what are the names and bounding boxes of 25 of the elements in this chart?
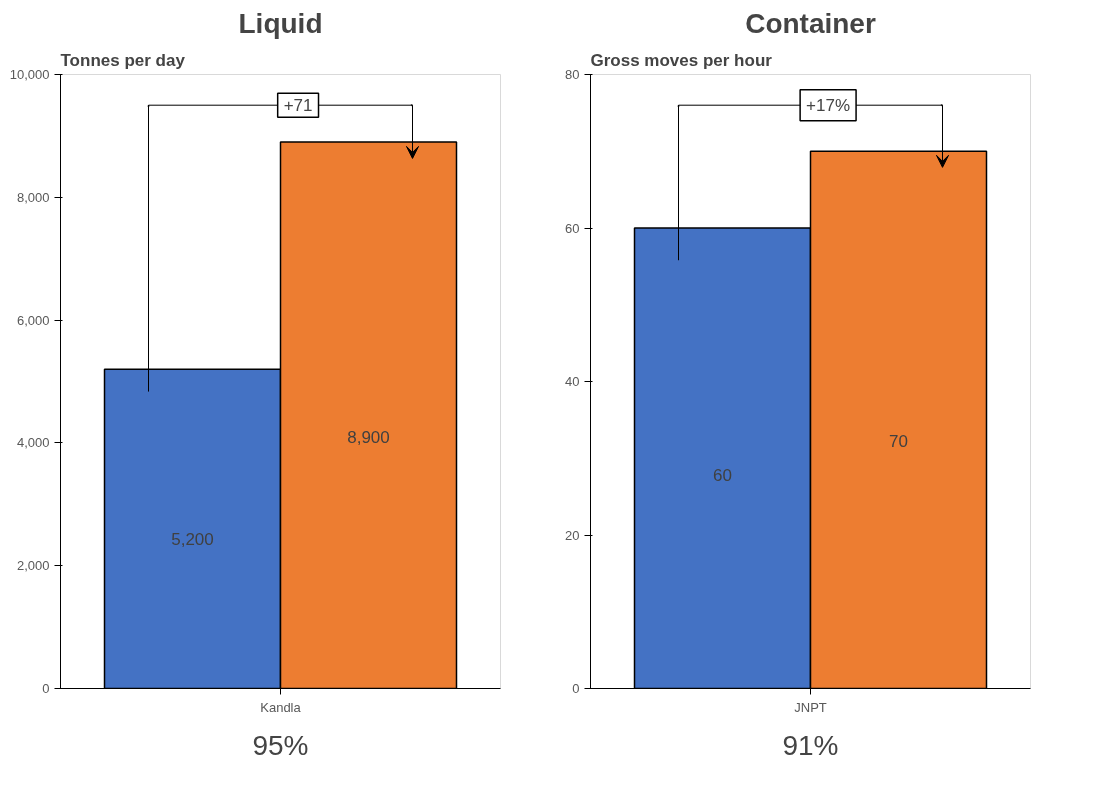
x-tick-label: Kandla: [260, 699, 302, 715]
annotation: +17%: [806, 95, 851, 115]
text: 91%: [782, 729, 839, 761]
y-tick-label: 0: [42, 681, 50, 696]
y-tick-label: 80: [565, 67, 580, 82]
y-tick-label: 10,000: [9, 67, 50, 82]
y-tick-label: 8,000: [16, 189, 50, 205]
chart-title: Container: [745, 7, 876, 39]
data-label: 70: [889, 431, 908, 451]
y-tick-label: 40: [565, 374, 580, 389]
data-label: 5,200: [171, 529, 214, 549]
y-tick-label: 60: [565, 220, 580, 236]
y-tick-label: 0: [572, 681, 580, 696]
y-axis-title: Tonnes per day: [60, 50, 186, 70]
text: 95%: [252, 729, 309, 761]
data-label: 60: [713, 466, 732, 486]
y-tick-label: 20: [565, 527, 580, 543]
y-tick-label: 2,000: [16, 558, 50, 574]
chart-title: Liquid: [238, 7, 323, 39]
y-tick-label: 4,000: [16, 435, 50, 451]
annotation: +71: [283, 96, 313, 116]
y-tick-label: 6,000: [16, 312, 50, 328]
x-tick-label: JNPT: [794, 699, 827, 715]
y-axis-title: Gross moves per hour: [590, 50, 773, 70]
data-label: 8,900: [347, 427, 390, 447]
